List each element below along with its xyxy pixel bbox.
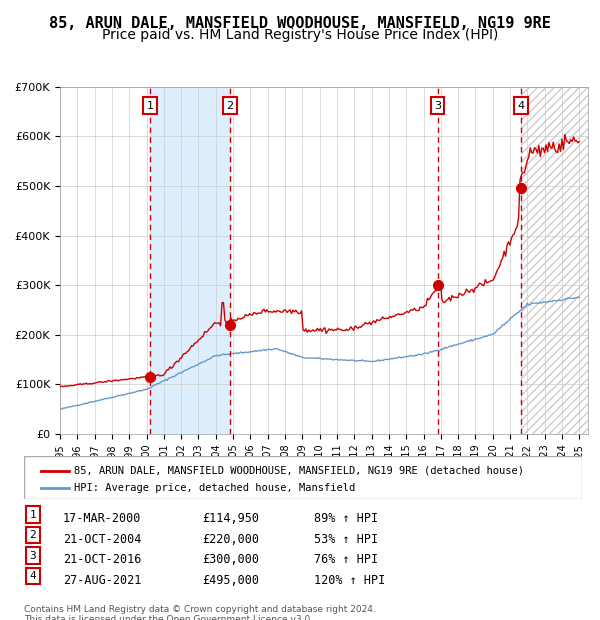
Text: £300,000: £300,000 [203, 553, 260, 566]
Text: 85, ARUN DALE, MANSFIELD WOODHOUSE, MANSFIELD, NG19 9RE: 85, ARUN DALE, MANSFIELD WOODHOUSE, MANS… [49, 16, 551, 30]
Text: £495,000: £495,000 [203, 574, 260, 587]
Text: 1: 1 [29, 510, 37, 520]
Text: 3: 3 [434, 100, 441, 111]
Text: 17-MAR-2000: 17-MAR-2000 [63, 512, 142, 525]
Text: 53% ↑ HPI: 53% ↑ HPI [314, 533, 378, 546]
Text: 21-OCT-2004: 21-OCT-2004 [63, 533, 142, 546]
Text: 1: 1 [146, 100, 154, 111]
Text: HPI: Average price, detached house, Mansfield: HPI: Average price, detached house, Mans… [74, 483, 355, 494]
Bar [150, 87, 230, 434]
Text: £114,950: £114,950 [203, 512, 260, 525]
Text: 3: 3 [29, 551, 37, 560]
Text: 21-OCT-2016: 21-OCT-2016 [63, 553, 142, 566]
Text: 4: 4 [518, 100, 525, 111]
Text: 76% ↑ HPI: 76% ↑ HPI [314, 553, 378, 566]
Bar [521, 87, 588, 434]
Text: 27-AUG-2021: 27-AUG-2021 [63, 574, 142, 587]
Text: 2: 2 [226, 100, 233, 111]
Text: Contains HM Land Registry data © Crown copyright and database right 2024.
This d: Contains HM Land Registry data © Crown c… [24, 604, 376, 620]
Text: 85, ARUN DALE, MANSFIELD WOODHOUSE, MANSFIELD, NG19 9RE (detached house): 85, ARUN DALE, MANSFIELD WOODHOUSE, MANS… [74, 466, 524, 476]
Text: Price paid vs. HM Land Registry's House Price Index (HPI): Price paid vs. HM Land Registry's House … [102, 28, 498, 42]
Bar [521, 87, 588, 434]
Text: 120% ↑ HPI: 120% ↑ HPI [314, 574, 385, 587]
Text: 89% ↑ HPI: 89% ↑ HPI [314, 512, 378, 525]
FancyBboxPatch shape [24, 456, 582, 499]
Text: £220,000: £220,000 [203, 533, 260, 546]
Text: 2: 2 [29, 530, 37, 540]
Text: 4: 4 [29, 571, 37, 581]
